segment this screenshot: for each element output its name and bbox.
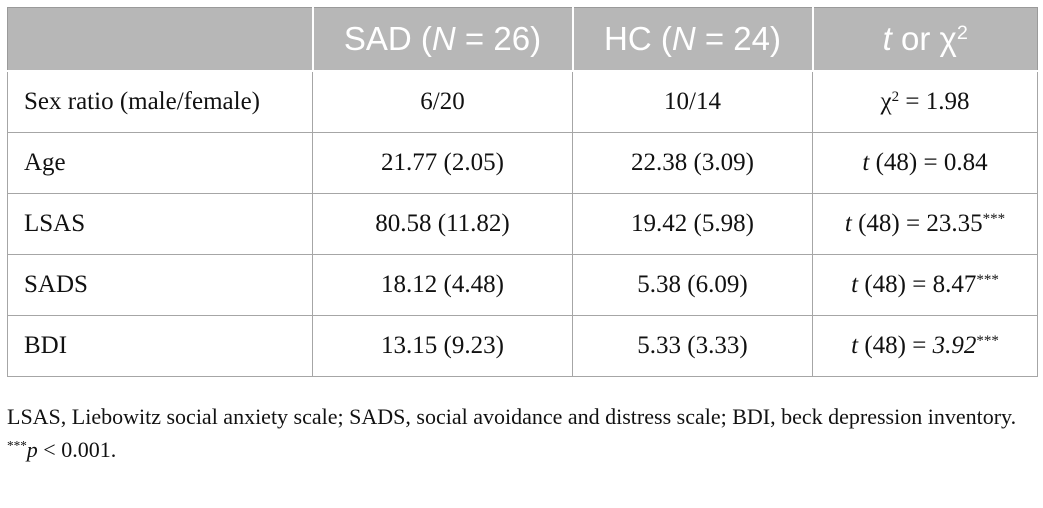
header-hc: HC (N = 24) xyxy=(571,7,814,72)
table-row: BDI 13.15 (9.23) 5.33 (3.33) t (48) = 3.… xyxy=(7,315,1038,377)
sad-value: 21.77 (2.05) xyxy=(312,132,573,194)
row-label: Age xyxy=(7,132,313,194)
sad-value: 18.12 (4.48) xyxy=(312,254,573,316)
hc-value: 5.33 (3.33) xyxy=(572,315,813,377)
table-row: Age 21.77 (2.05) 22.38 (3.09) t (48) = 0… xyxy=(7,132,1038,194)
stat-value: t (48) = 3.92*** xyxy=(812,315,1038,377)
stat-value: χ2 = 1.98 xyxy=(812,70,1038,133)
row-label: BDI xyxy=(7,315,313,377)
header-statistic: t or χ2 xyxy=(811,7,1038,72)
row-label: Sex ratio (male/female) xyxy=(7,70,313,133)
hc-value: 5.38 (6.09) xyxy=(572,254,813,316)
significance-note: ***p < 0.001. xyxy=(7,437,117,462)
table-header-row: SAD (N = 26) HC (N = 24) t or χ2 xyxy=(7,7,1038,72)
stat-value: t (48) = 0.84 xyxy=(812,132,1038,194)
header-empty-cell xyxy=(7,7,314,72)
abbreviations-note: LSAS, Liebowitz social anxiety scale; SA… xyxy=(7,404,1017,429)
header-sad: SAD (N = 26) xyxy=(311,7,574,72)
row-label: LSAS xyxy=(7,193,313,255)
sad-value: 6/20 xyxy=(312,70,573,133)
row-label: SADS xyxy=(7,254,313,316)
demographics-table: SAD (N = 26) HC (N = 24) t or χ2 Sex rat… xyxy=(7,7,1038,377)
table-row: Sex ratio (male/female) 6/20 10/14 χ2 = … xyxy=(7,70,1038,133)
table-row: SADS 18.12 (4.48) 5.38 (6.09) t (48) = 8… xyxy=(7,254,1038,316)
hc-value: 22.38 (3.09) xyxy=(572,132,813,194)
table-footnotes: LSAS, Liebowitz social anxiety scale; SA… xyxy=(7,400,1037,466)
sad-value: 80.58 (11.82) xyxy=(312,193,573,255)
table-row: LSAS 80.58 (11.82) 19.42 (5.98) t (48) =… xyxy=(7,193,1038,255)
sad-value: 13.15 (9.23) xyxy=(312,315,573,377)
stat-value: t (48) = 8.47*** xyxy=(812,254,1038,316)
hc-value: 19.42 (5.98) xyxy=(572,193,813,255)
stat-value: t (48) = 23.35*** xyxy=(812,193,1038,255)
hc-value: 10/14 xyxy=(572,70,813,133)
